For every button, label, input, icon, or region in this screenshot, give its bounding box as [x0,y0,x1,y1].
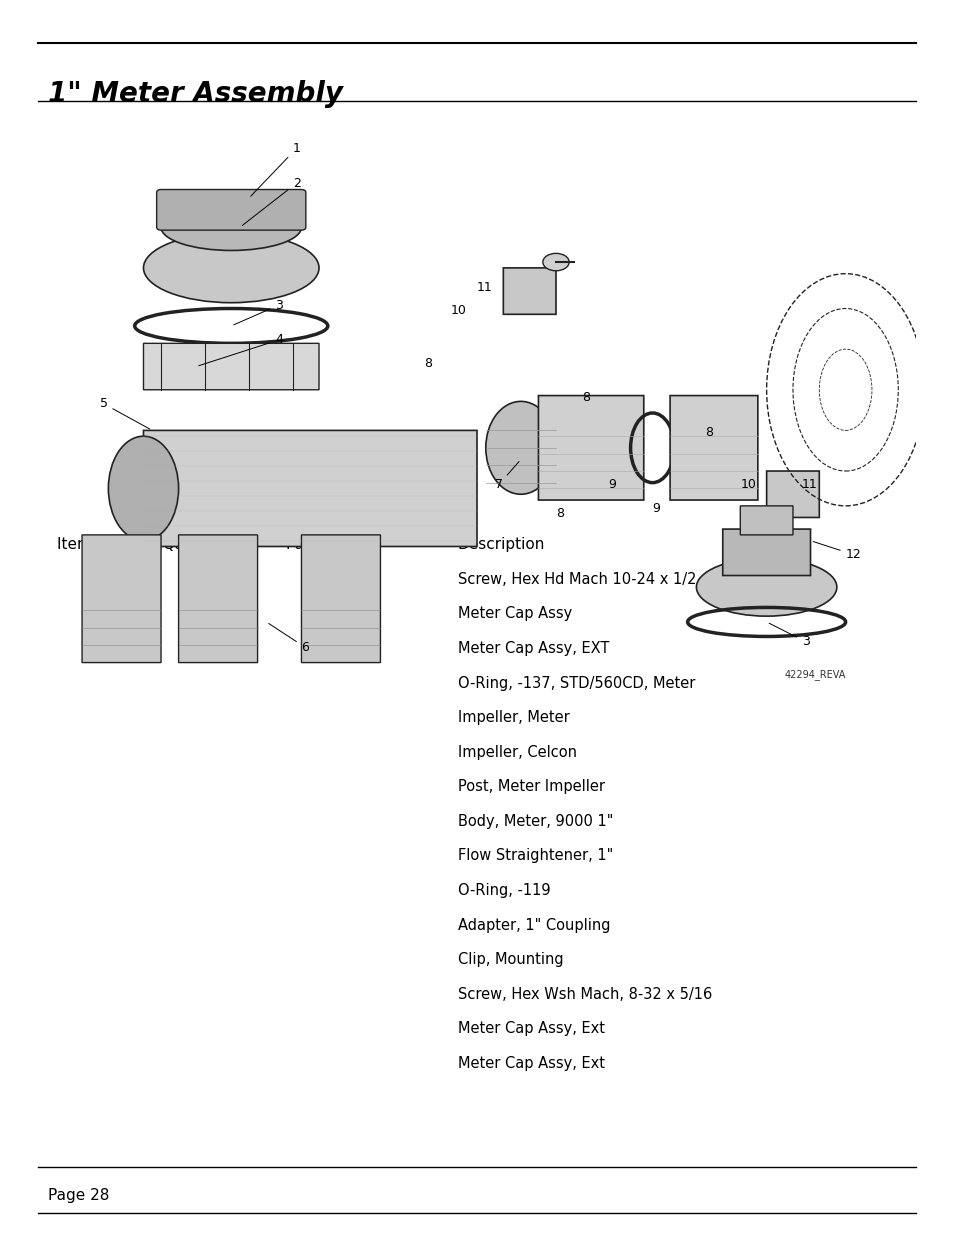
FancyBboxPatch shape [503,268,556,315]
Text: Screw, Hex Hd Mach 10-24 x 1/2: Screw, Hex Hd Mach 10-24 x 1/2 [457,572,696,587]
Ellipse shape [696,558,836,616]
Text: 10: 10 [450,304,466,317]
Text: 5: 5 [99,398,150,429]
Text: 2: 2 [242,177,300,226]
Text: 9: 9 [608,478,616,492]
Text: Meter Cap Assy, Ext: Meter Cap Assy, Ext [457,1056,604,1071]
Text: Impeller, Meter: Impeller, Meter [457,710,569,725]
Text: 8: 8 [556,508,563,520]
Text: 1: 1 [251,142,300,196]
FancyBboxPatch shape [82,535,161,662]
Text: Clip, Mounting: Clip, Mounting [457,952,563,967]
Circle shape [542,253,569,270]
Text: Screw, Hex Wsh Mach, 8-32 x 5/16: Screw, Hex Wsh Mach, 8-32 x 5/16 [457,987,712,1002]
Text: Part No.: Part No. [286,537,347,552]
Text: Impeller, Celcon: Impeller, Celcon [457,745,577,760]
Ellipse shape [161,204,301,251]
Text: 12: 12 [812,541,861,561]
Text: 1" Meter Assembly: 1" Meter Assembly [48,80,342,109]
Text: 8: 8 [704,426,713,440]
FancyBboxPatch shape [301,535,380,662]
FancyBboxPatch shape [766,471,819,517]
Text: Meter Cap Assy: Meter Cap Assy [457,606,572,621]
Text: 4: 4 [198,333,283,366]
Text: 9: 9 [652,501,659,515]
FancyBboxPatch shape [156,189,306,230]
Text: 3: 3 [768,624,809,648]
Text: 42294_REVA: 42294_REVA [783,669,844,680]
Text: 7: 7 [494,462,518,492]
FancyBboxPatch shape [722,529,810,576]
Text: Flow Straightener, 1": Flow Straightener, 1" [457,848,613,863]
Text: Page 28: Page 28 [48,1188,109,1203]
Text: 3: 3 [233,299,283,325]
Text: Description: Description [457,537,545,552]
Text: O-Ring, -119: O-Ring, -119 [457,883,550,898]
FancyBboxPatch shape [740,506,792,535]
Ellipse shape [485,401,556,494]
Text: Meter Cap Assy, EXT: Meter Cap Assy, EXT [457,641,609,656]
Text: 10: 10 [740,478,756,492]
Text: Body, Meter, 9000 1": Body, Meter, 9000 1" [457,814,613,829]
FancyBboxPatch shape [178,535,257,662]
Text: 6: 6 [269,624,309,655]
Text: 8: 8 [581,391,590,404]
FancyBboxPatch shape [143,431,476,547]
Text: 8: 8 [424,357,432,369]
Text: 11: 11 [476,282,493,294]
Ellipse shape [143,233,318,303]
Text: 11: 11 [801,478,817,492]
FancyBboxPatch shape [537,395,643,500]
FancyBboxPatch shape [143,343,318,390]
Text: Meter Cap Assy, Ext: Meter Cap Assy, Ext [457,1021,604,1036]
Text: Item No.: Item No. [57,537,122,552]
Text: O-Ring, -137, STD/560CD, Meter: O-Ring, -137, STD/560CD, Meter [457,676,695,690]
Ellipse shape [109,436,178,541]
Text: Post, Meter Impeller: Post, Meter Impeller [457,779,604,794]
FancyBboxPatch shape [669,395,757,500]
Text: Adapter, 1" Coupling: Adapter, 1" Coupling [457,918,610,932]
Text: Quantity: Quantity [162,537,228,552]
